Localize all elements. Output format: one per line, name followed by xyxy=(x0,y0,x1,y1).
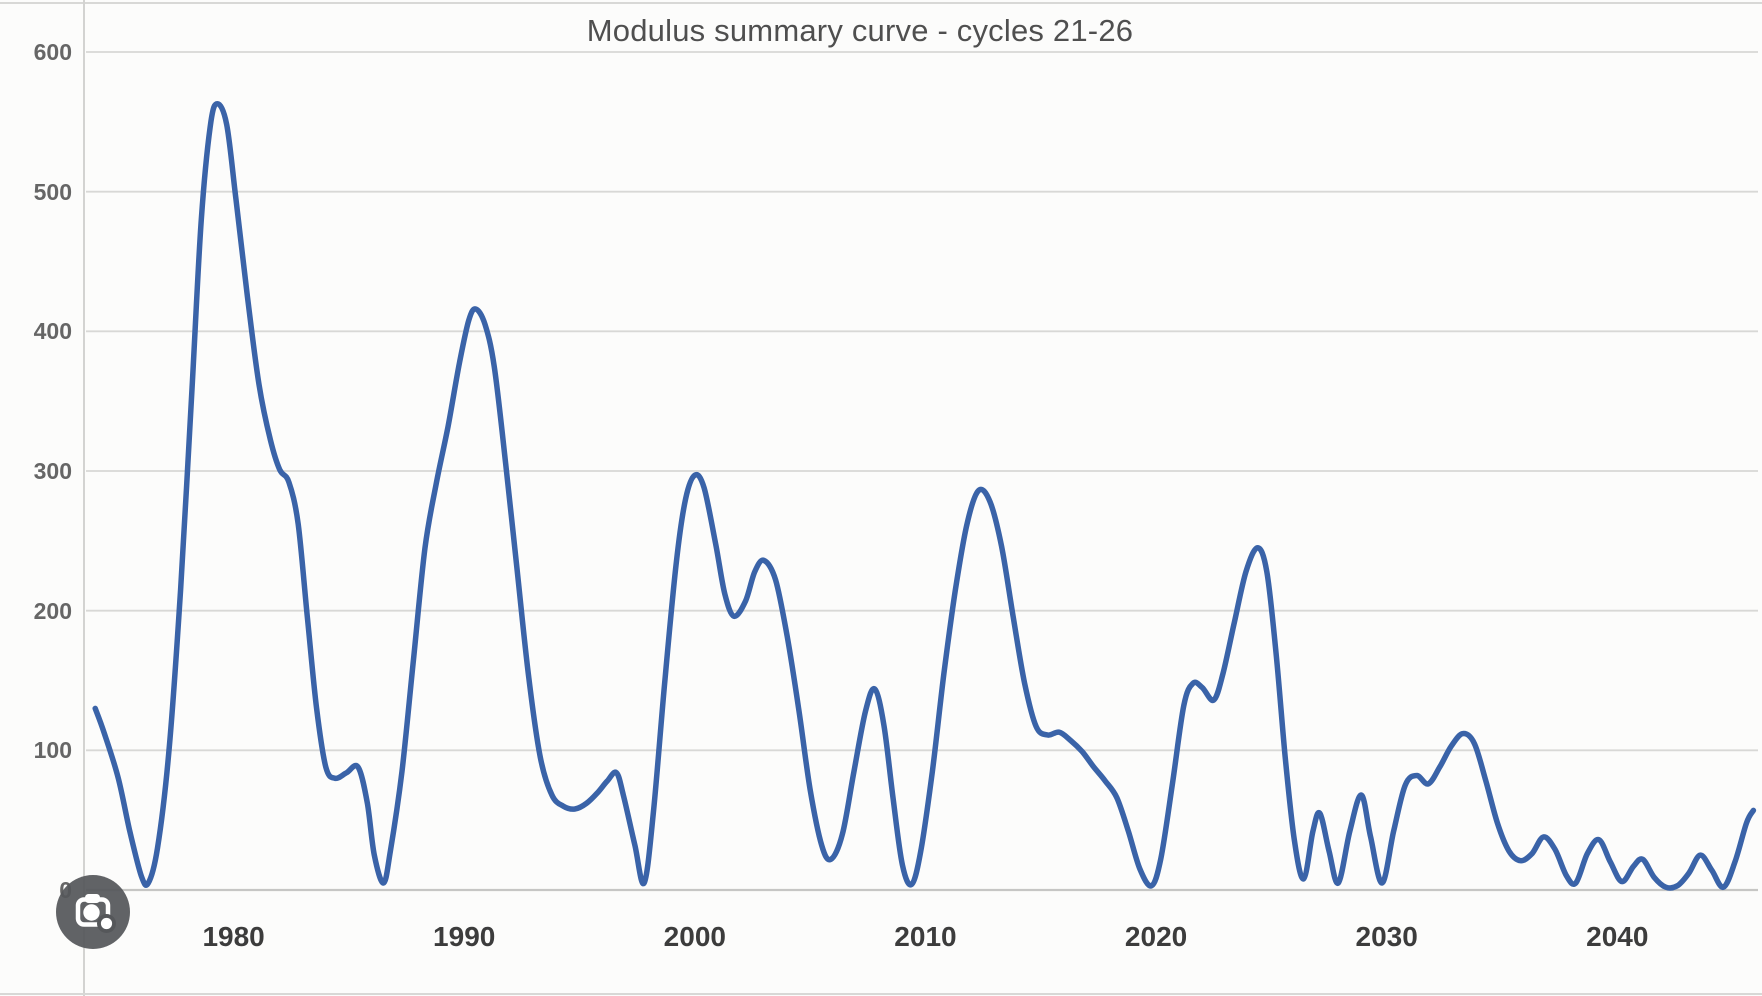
x-tick-label: 2010 xyxy=(894,921,957,952)
y-tick-label: 600 xyxy=(33,39,72,65)
x-tick-label: 2000 xyxy=(663,921,726,952)
modulus-curve xyxy=(92,100,1757,891)
lens-button[interactable] xyxy=(55,874,131,950)
x-tick-label: 2020 xyxy=(1124,921,1188,952)
x-tick-label: 2030 xyxy=(1355,921,1418,952)
left-border xyxy=(83,0,85,996)
bottom-border xyxy=(0,993,1762,995)
y-tick-label: 100 xyxy=(33,737,72,764)
y-tick-label: 500 xyxy=(33,178,72,205)
chart-title: Modulus summary curve - cycles 21-26 xyxy=(586,13,1134,48)
google-lens-icon xyxy=(56,875,130,949)
gridlines xyxy=(86,51,1758,892)
y-tick-label: 200 xyxy=(33,597,72,624)
x-tick-label: 1990 xyxy=(433,921,496,952)
y-tick-label: 300 xyxy=(33,458,72,484)
x-tick-label: 1980 xyxy=(202,921,265,952)
y-tick-label: 400 xyxy=(33,318,72,345)
x-tick-label: 2040 xyxy=(1586,921,1649,952)
top-border xyxy=(0,2,1762,4)
